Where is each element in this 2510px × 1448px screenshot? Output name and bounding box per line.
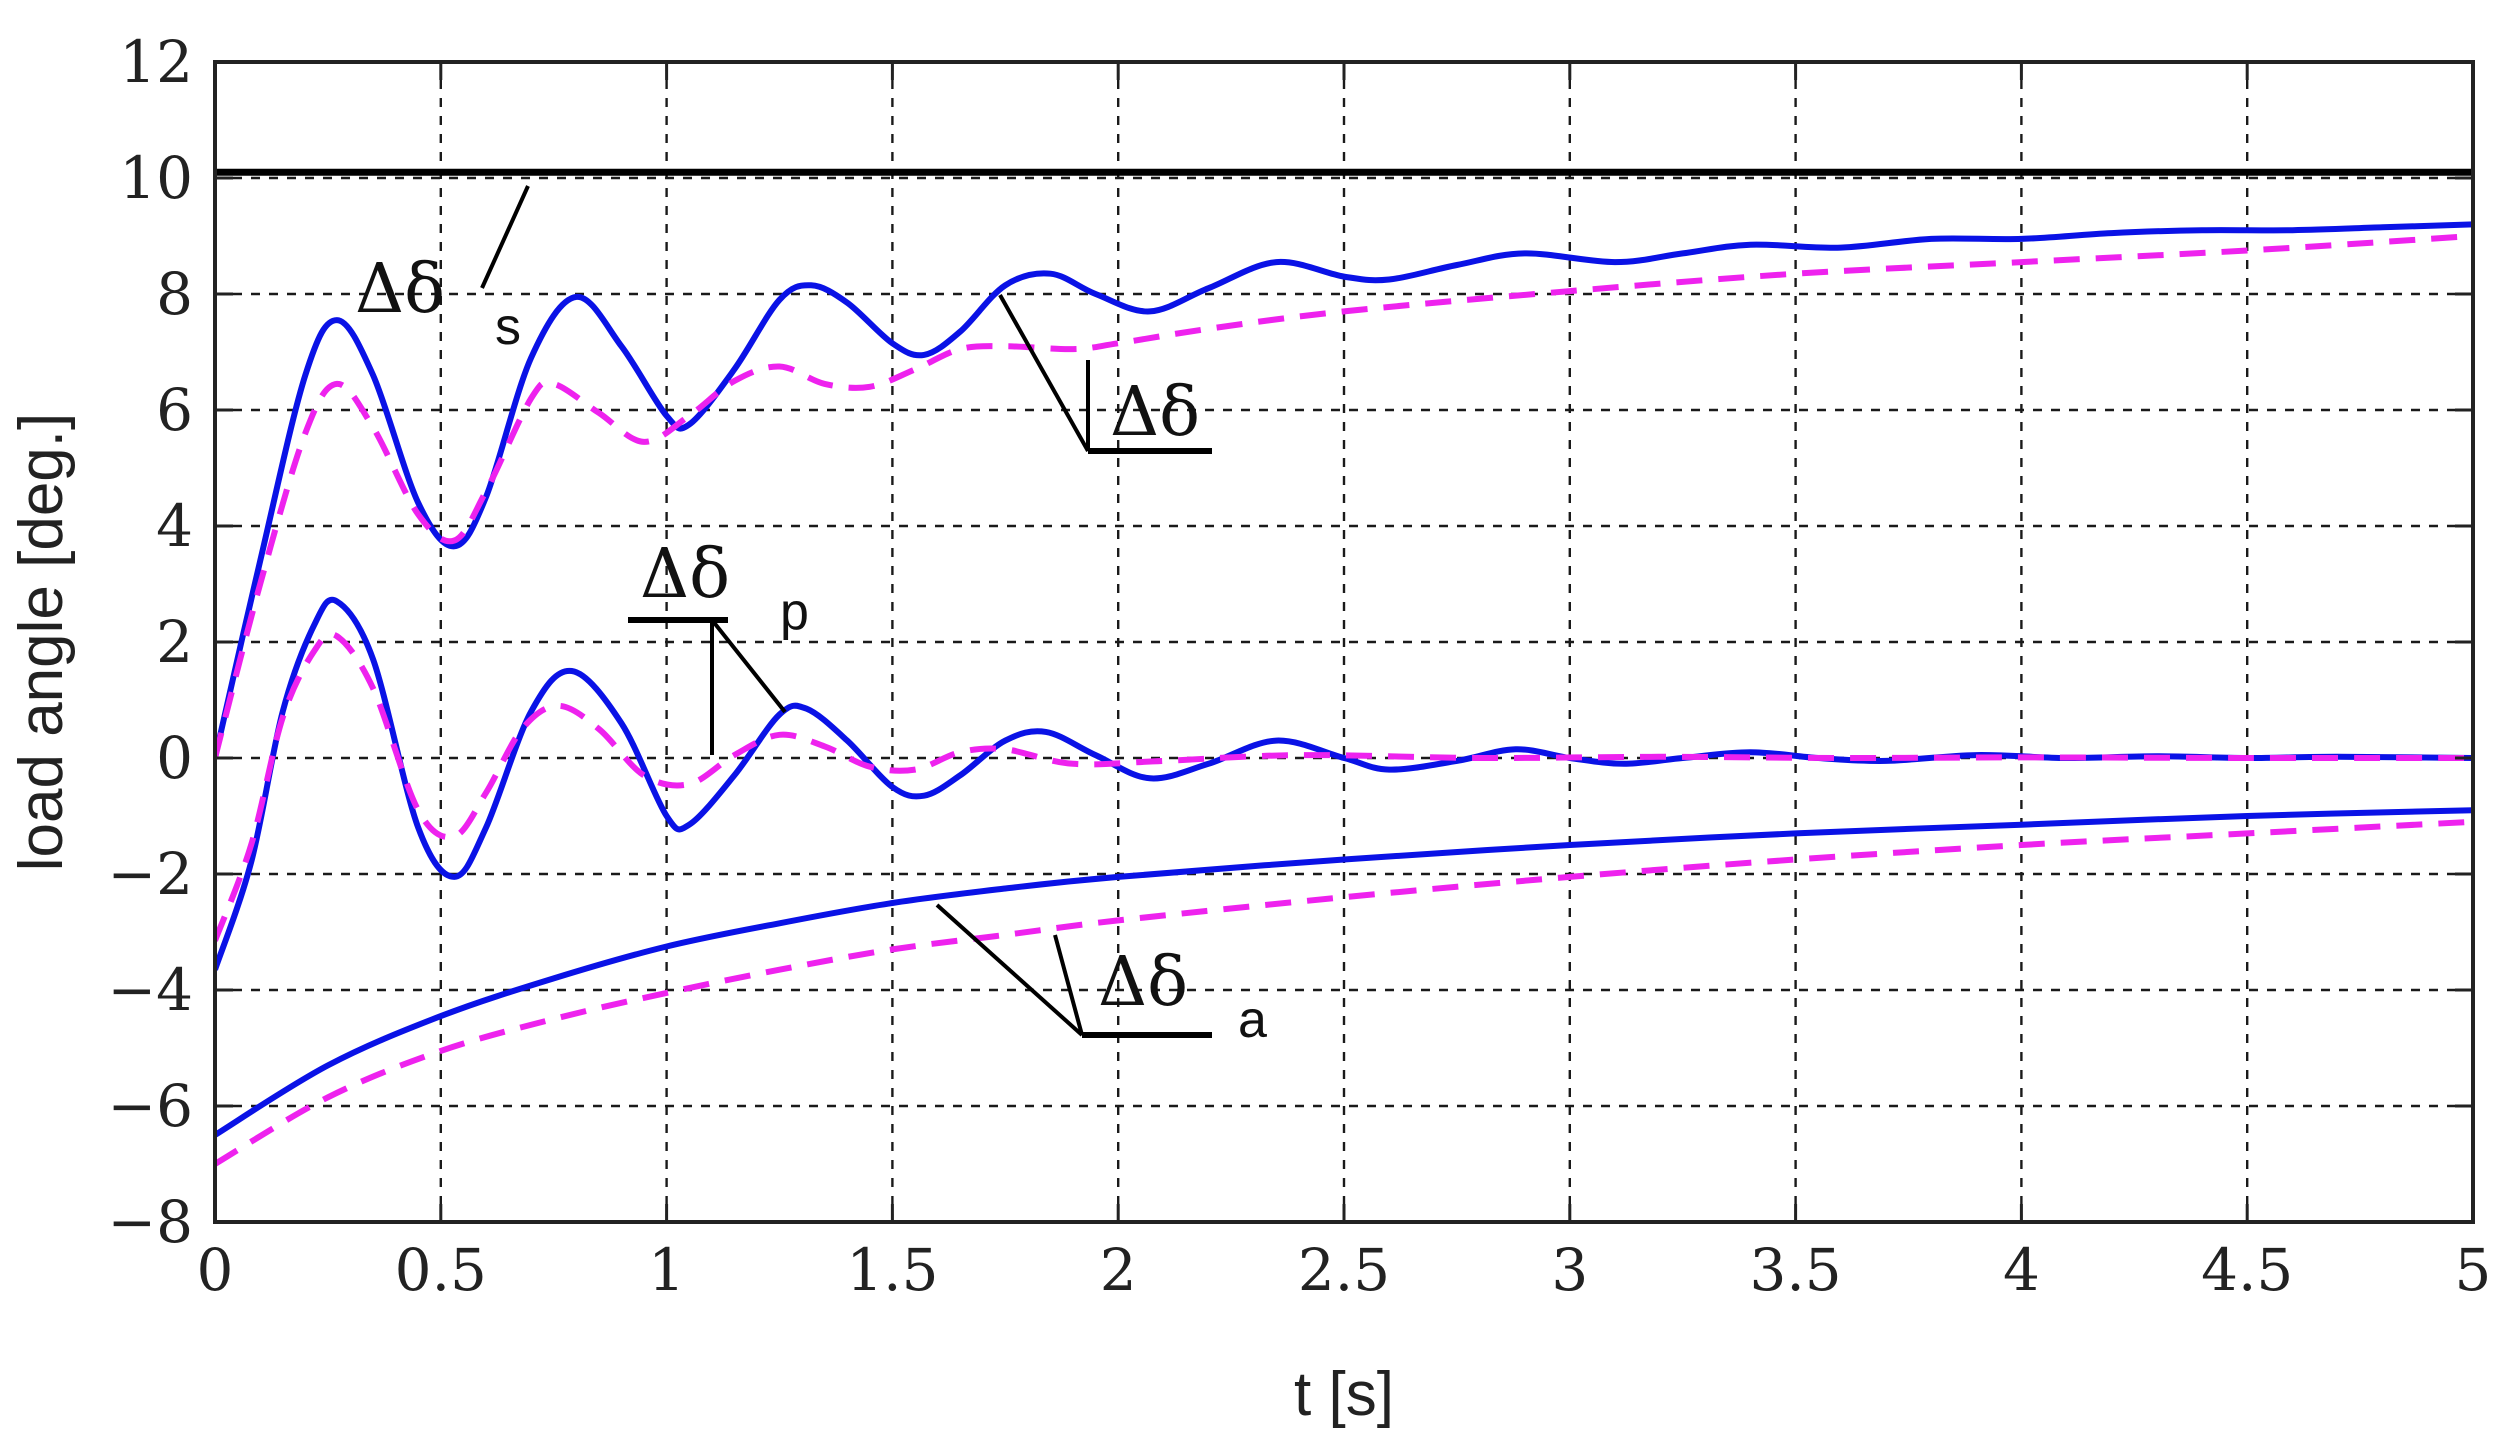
x-tick-label: 3 [1551, 1236, 1588, 1304]
series-layer [215, 168, 2473, 1167]
x-tick-label: 3.5 [1749, 1236, 1841, 1304]
x-axis-label: t [s] [1294, 1360, 1394, 1429]
series-line-5-dashed [215, 630, 2473, 942]
series-line-2-solid [215, 221, 2473, 759]
y-tick-label: −2 [108, 840, 194, 908]
y-tick-label: 6 [156, 376, 193, 444]
annotation-delta-total: Δδ [998, 294, 1212, 454]
x-tick-label: 2.5 [1298, 1236, 1390, 1304]
annotation-label: Δδ [355, 250, 445, 329]
ticks: 0 0.5 1 1.5 2 2.5 3 3.5 4 4.5 5 −8 −6 −4 −2 0 2 4 6 8 10 12 [108, 28, 2492, 1304]
annotation-leader [935, 903, 1084, 1037]
annotation-delta-s: Δδ s [355, 185, 530, 356]
annotation-subscript: a [1238, 991, 1267, 1049]
x-tick-label: 0 [197, 1236, 234, 1304]
annotation-label: Δδ [1098, 943, 1188, 1022]
y-tick-label: −8 [108, 1188, 194, 1256]
annotation-leader [998, 294, 1090, 452]
y-axis-label: load angle [deg.] [7, 413, 76, 872]
y-tick-label: 4 [156, 492, 193, 560]
annotation-label: Δδ [640, 535, 730, 614]
annotation-delta-a: Δδ a [935, 903, 1267, 1049]
x-tick-label: 4.5 [2201, 1236, 2293, 1304]
annotation-delta-p: Δδ p [628, 535, 809, 755]
grid [215, 62, 2473, 1222]
x-tick-label: 4 [2003, 1236, 2040, 1304]
y-tick-label: 8 [156, 260, 193, 328]
x-tick-label: 1 [648, 1236, 685, 1304]
annotation-subscript: p [780, 583, 809, 641]
y-tick-label: −6 [108, 1072, 194, 1140]
x-tick-label: 2 [1100, 1236, 1137, 1304]
series-line-6-solid [215, 807, 2473, 1138]
y-tick-label: 2 [156, 608, 193, 676]
annotation-leader [710, 618, 787, 714]
annotation-leader [480, 185, 530, 289]
x-tick-label: 1.5 [846, 1236, 938, 1304]
series-line-7-dashed [215, 818, 2473, 1167]
x-tick-label: 0.5 [395, 1236, 487, 1304]
x-tick-label: 5 [2455, 1236, 2492, 1304]
series-line-3-dashed [215, 233, 2473, 759]
annotation-subscript: s [495, 298, 521, 356]
annotation-label: Δδ [1110, 373, 1200, 452]
y-tick-label: 12 [119, 28, 193, 96]
y-tick-label: 10 [119, 144, 193, 212]
y-tick-label: −4 [108, 956, 194, 1024]
y-tick-label: 0 [156, 724, 193, 792]
annotation-leader [1053, 934, 1084, 1036]
